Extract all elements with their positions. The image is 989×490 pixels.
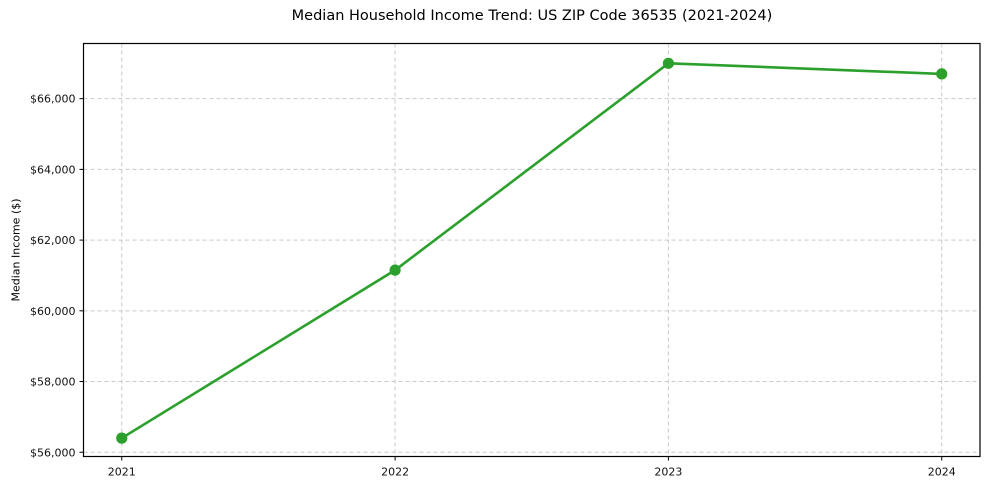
y-tick-label: $64,000 <box>30 163 76 176</box>
x-tick-label: 2022 <box>381 466 409 479</box>
y-tick-label: $60,000 <box>30 305 76 318</box>
x-tick-label: 2023 <box>654 466 682 479</box>
y-tick-label: $62,000 <box>30 234 76 247</box>
data-point <box>662 57 675 69</box>
data-point <box>116 432 128 444</box>
y-tick-label: $56,000 <box>30 446 76 459</box>
x-tick-label: 2021 <box>108 466 136 479</box>
y-tick-label: $58,000 <box>30 376 76 389</box>
data-point <box>389 264 401 276</box>
income-trend-line <box>120 62 944 440</box>
x-tick-label: 2024 <box>928 466 956 479</box>
data-point <box>936 68 948 80</box>
y-tick-label: $66,000 <box>30 93 76 106</box>
plot-border <box>82 42 981 458</box>
chart-title: Median Household Income Trend: US ZIP Co… <box>291 8 773 24</box>
